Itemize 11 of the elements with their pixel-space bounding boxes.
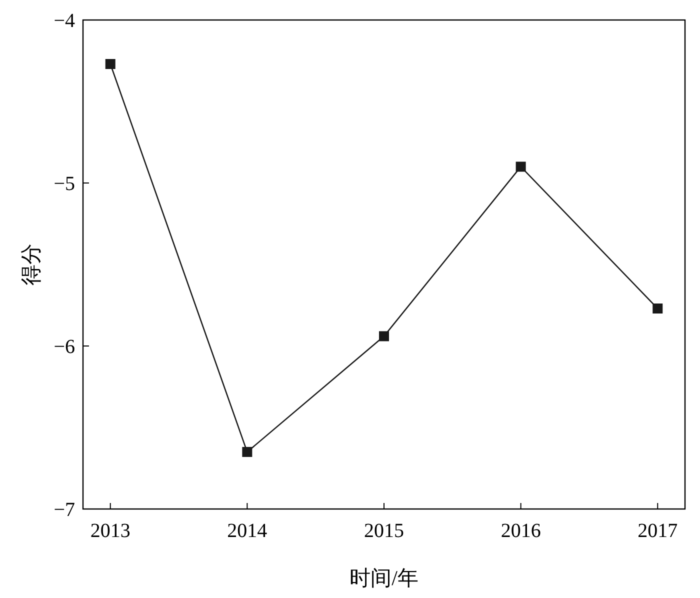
ytick: −5 <box>54 173 75 195</box>
xtick: 2014 <box>227 520 268 542</box>
ytick: −7 <box>54 499 75 521</box>
xlabel: 时间/年 <box>350 566 418 590</box>
xtick: 2017 <box>638 520 678 542</box>
ylabel: 得分 <box>19 244 43 286</box>
ytick: −4 <box>54 10 75 32</box>
xtick: 2016 <box>500 520 541 542</box>
ytick: −6 <box>54 336 75 358</box>
xtick: 2013 <box>90 520 130 542</box>
xtick: 2015 <box>364 520 404 542</box>
